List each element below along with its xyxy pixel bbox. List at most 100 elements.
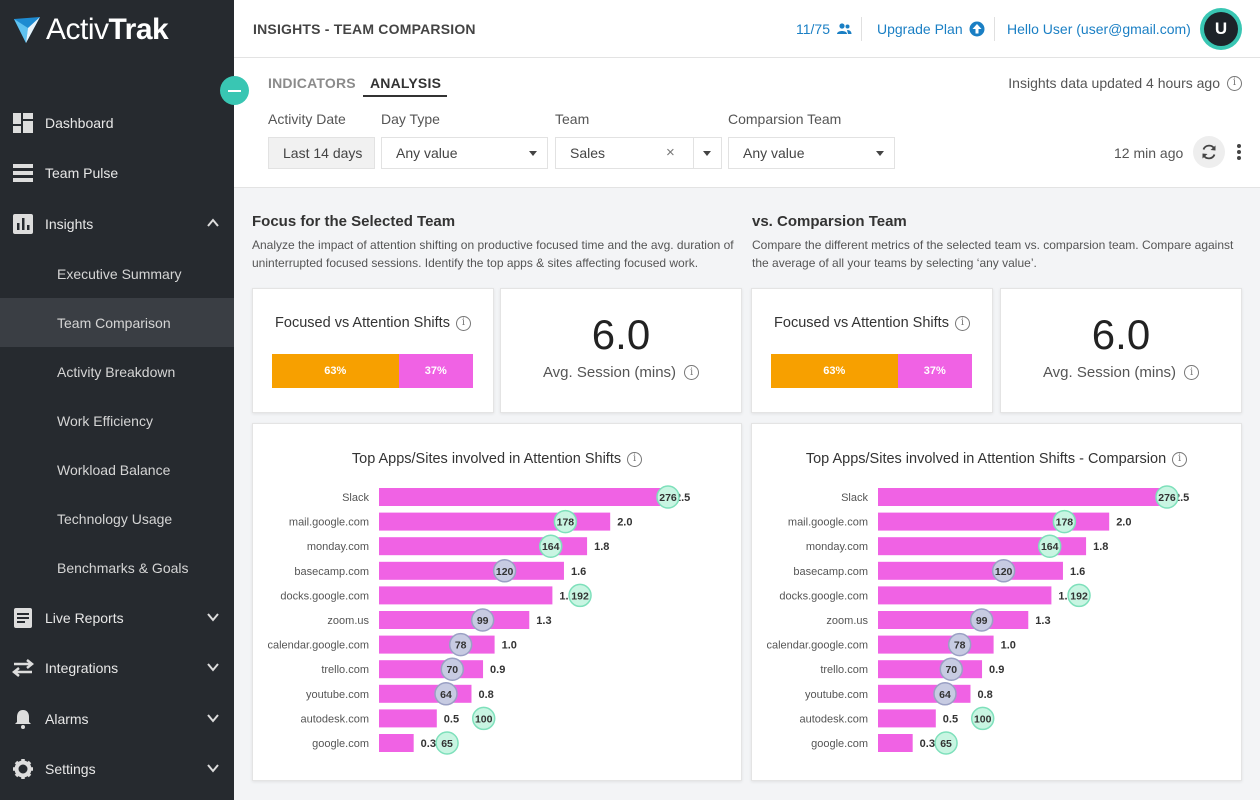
category-label: mail.google.com [788,517,868,529]
avg-session-comparison-card: 6.0 Avg. Session (mins) i [1000,288,1242,413]
sidebar-item-settings[interactable]: Settings [0,744,234,793]
count-bubble [1037,534,1062,558]
user-menu-link[interactable]: Hello User (user@gmail.com) [1007,21,1191,37]
category-label: docks.google.com [779,590,868,602]
users-icon [837,23,852,34]
value-label: 0.9 [490,664,505,676]
category-label: zoom.us [327,615,369,627]
top-apps-comparison-card: Top Apps/Sites involved in Attention Shi… [751,423,1242,781]
category-label: monday.com [307,541,369,553]
sidebar-item-integrations[interactable]: Integrations [0,643,234,692]
focus-stacked-bar: 63% 37% [771,354,972,388]
value-label: 2.0 [617,517,632,529]
category-label: Slack [342,492,369,504]
focused-vs-shifts-card: Focused vs Attention Shifts i 63% 37% [252,288,494,413]
focused-segment: 63% [771,354,898,388]
sidebar: ActivTrak Dashboard Team Pulse Insights … [0,0,234,800]
team-select[interactable]: Sales × [555,137,722,169]
activtrak-logo[interactable]: ActivTrak [12,12,169,48]
bar [379,709,437,728]
refresh-button[interactable] [1193,136,1225,168]
value-label: 1.6 [1070,566,1085,578]
count-bubble-label: 100 [475,713,493,725]
header-divider [861,17,862,41]
category-label: basecamp.com [294,566,369,578]
value-label: 1.3 [536,615,551,627]
info-icon[interactable]: i [1227,75,1242,91]
avatar[interactable]: U [1200,8,1242,50]
bar [379,488,668,506]
sidebar-item-label: Dashboard [45,114,114,131]
avg-session-label-text: Avg. Session (mins) [1042,364,1177,381]
last-refresh-text: 12 min ago [1114,145,1184,161]
sidebar-item-live-reports[interactable]: Live Reports [0,593,234,642]
card-title-text: Focused vs Attention Shifts [774,315,949,331]
count-bubble-label: 99 [976,615,988,627]
count-bubble [1155,485,1179,509]
category-label: trello.com [321,664,369,676]
more-options-icon[interactable] [1233,142,1245,162]
upgrade-plan-link[interactable]: Upgrade Plan [877,21,985,37]
card-title: Top Apps/Sites involved in Attention Shi… [752,451,1241,467]
sidebar-item-dashboard[interactable]: Dashboard [0,98,234,147]
info-icon[interactable]: i [1172,451,1188,467]
count-bubble [969,608,994,632]
value-label: 1.8 [1093,541,1108,553]
value-label: 0.8 [977,689,992,701]
collapse-sidebar-button[interactable] [220,76,249,105]
avg-session-label-text: Avg. Session (mins) [542,364,677,381]
seats-indicator[interactable]: 11/75 [796,21,852,37]
comparison-team-value: Any value [743,145,805,161]
sidebar-subitem-team-comparison[interactable]: Team Comparison [0,298,234,347]
sidebar-subitem-work-efficiency[interactable]: Work Efficiency [57,412,153,429]
count-bubble [434,682,458,706]
sidebar-subitem-activity-breakdown[interactable]: Activity Breakdown [57,363,176,380]
comparison-team-label: Comparsion Team [728,111,842,127]
team-pulse-icon [12,162,34,184]
info-icon[interactable]: i [1184,365,1200,380]
live-reports-icon [12,607,34,629]
sidebar-subitem-benchmarks-goals[interactable]: Benchmarks & Goals [57,559,189,576]
day-type-label: Day Type [381,111,440,127]
sidebar-subitem-executive-summary[interactable]: Executive Summary [57,265,182,282]
day-type-select[interactable]: Any value [381,137,548,169]
count-bubble-label: 64 [440,689,452,701]
count-bubble [492,559,517,583]
sidebar-subitem-technology-usage[interactable]: Technology Usage [57,510,173,527]
header-divider [994,17,995,41]
category-label: autodesk.com [800,713,868,725]
top-apps-card: Top Apps/Sites involved in Attention Shi… [252,423,742,781]
sidebar-item-insights[interactable]: Insights [0,199,234,248]
info-icon[interactable]: i [684,365,700,380]
sidebar-item-label: Live Reports [45,609,124,626]
caret-down-icon [876,151,884,156]
info-icon[interactable]: i [455,315,471,331]
bar [379,537,588,556]
comparison-team-select[interactable]: Any value [728,137,895,169]
info-icon[interactable]: i [627,451,643,467]
category-label: youtube.com [306,689,369,701]
count-bubble-label: 276 [1158,492,1176,504]
sidebar-item-label: Team Pulse [45,164,119,181]
value-label: 2.0 [1116,517,1131,529]
focus-section-title: Focus for the Selected Team [252,213,456,230]
tab-indicators[interactable]: INDICATORS [268,75,356,91]
activity-date-label: Activity Date [268,111,346,127]
value-label: 1.6 [571,566,586,578]
activity-date-button[interactable]: Last 14 days [268,137,375,169]
count-bubble-label: 99 [477,615,489,627]
avg-session-value: 6.0 [1091,311,1151,358]
count-bubble [568,583,592,608]
sidebar-item-label: Alarms [45,710,89,727]
sidebar-subitem-workload-balance[interactable]: Workload Balance [57,461,171,478]
clear-team-icon[interactable]: × [666,144,675,161]
info-icon[interactable]: i [954,315,970,331]
seats-count: 11/75 [796,21,830,37]
caret-down-icon[interactable] [703,151,711,156]
count-bubble [933,682,957,706]
sidebar-item-alarms[interactable]: Alarms [0,694,234,743]
sidebar-item-team-pulse[interactable]: Team Pulse [0,148,234,197]
count-bubble-label: 78 [455,640,467,652]
tab-analysis[interactable]: ANALYSIS [370,75,442,91]
